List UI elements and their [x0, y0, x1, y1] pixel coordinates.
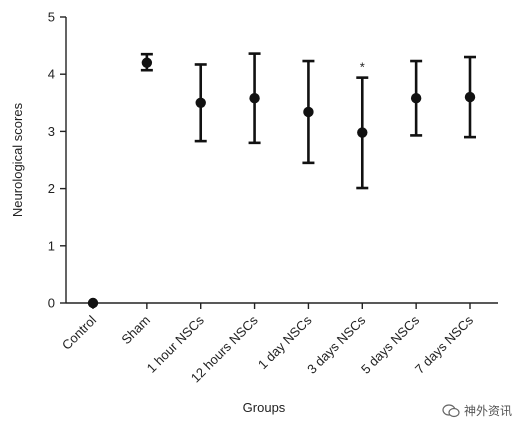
- significance-marker: *: [360, 60, 365, 75]
- data-point: [464, 91, 476, 103]
- y-tick-label: 2: [48, 181, 55, 196]
- data-point: [303, 106, 314, 118]
- y-tick-label: 4: [48, 67, 55, 82]
- data-point: [195, 97, 206, 109]
- y-tick-label: 3: [48, 124, 55, 139]
- y-tick-label: 5: [48, 10, 55, 25]
- watermark: 神外资讯: [442, 402, 512, 419]
- data-point: [249, 93, 260, 104]
- y-axis: 0 1 2 3 4 5: [48, 10, 67, 311]
- y-tick-label: 0: [48, 296, 55, 311]
- data-point: [410, 93, 422, 104]
- x-tick-label: Control: [59, 312, 99, 352]
- y-tick-label: 1: [48, 238, 55, 253]
- wechat-icon: [442, 403, 460, 417]
- data-marks: *: [87, 52, 476, 309]
- data-point: [141, 57, 153, 68]
- x-axis-title: Groups: [243, 400, 286, 415]
- y-axis-title: Neurological scores: [10, 102, 25, 217]
- x-tick-label: 7 days NSCs: [412, 312, 477, 377]
- data-point: [87, 297, 99, 309]
- x-tick-label: Sham: [118, 313, 153, 348]
- watermark-text: 神外资讯: [463, 404, 512, 418]
- data-point: [357, 127, 368, 138]
